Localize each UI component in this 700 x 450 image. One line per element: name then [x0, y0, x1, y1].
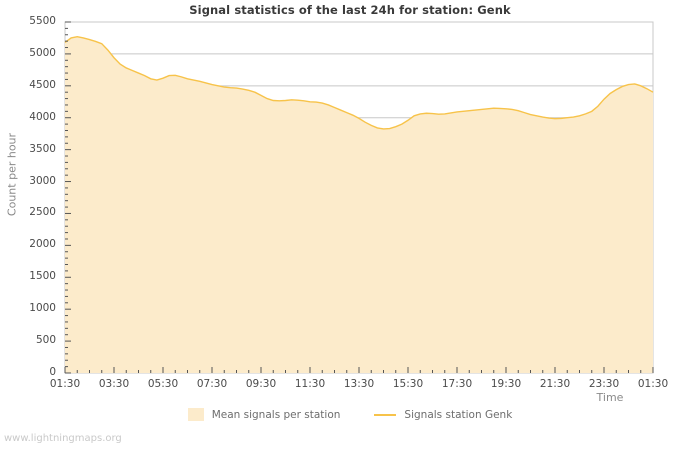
y-tick-label: 2500 — [29, 206, 56, 219]
y-tick-label: 3000 — [29, 174, 56, 187]
x-tick-label: 11:30 — [294, 378, 326, 390]
x-tick-label: 01:30 — [49, 378, 81, 390]
legend-line-swatch-icon — [374, 413, 397, 416]
legend-entry-mean-signals[interactable]: Mean signals per station — [187, 408, 341, 421]
x-tick-label: 17:30 — [441, 378, 473, 390]
y-tick-label: 0 — [49, 366, 56, 378]
area-series-mean-signals-per-station — [65, 36, 653, 374]
legend-label-signals-station-genk: Signals station Genk — [404, 408, 513, 421]
y-tick-label: 1500 — [29, 270, 56, 283]
y-tick-label: 2000 — [29, 238, 56, 251]
y-tick-label: 5500 — [29, 15, 56, 27]
chart-title: Signal statistics of the last 24h for st… — [189, 3, 511, 17]
x-axis-ticks — [64, 367, 654, 373]
y-tick-label: 5000 — [29, 46, 56, 59]
chart-legend: Mean signals per station Signals station… — [0, 408, 700, 421]
x-tick-label: 05:30 — [147, 378, 179, 390]
legend-area-swatch-icon — [187, 408, 204, 421]
line-series-signals-station-genk — [64, 35, 654, 130]
x-tick-label: 23:30 — [588, 378, 620, 390]
y-tick-label: 1000 — [29, 302, 56, 315]
x-tick-label: 09:30 — [245, 378, 277, 390]
x-tick-label: 19:30 — [490, 378, 522, 390]
x-tick-label: 03:30 — [98, 378, 130, 390]
x-tick-label: 13:30 — [343, 378, 375, 390]
legend-label-mean-signals: Mean signals per station — [211, 408, 341, 421]
x-tick-label: 07:30 — [196, 378, 228, 390]
y-tick-label: 3500 — [29, 142, 56, 155]
x-axis-label: Time — [596, 391, 624, 404]
legend-entry-signals-station-genk[interactable]: Signals station Genk — [374, 409, 512, 421]
x-tick-label: 21:30 — [539, 378, 571, 390]
watermark: www.lightningmaps.org — [4, 433, 122, 444]
y-tick-label: 4500 — [29, 78, 56, 91]
x-tick-label: 01:30 — [637, 378, 669, 390]
y-tick-label: 4000 — [29, 110, 56, 123]
x-tick-label: 15:30 — [392, 378, 424, 390]
y-axis-ticks — [65, 21, 71, 374]
y-tick-label: 500 — [35, 334, 56, 347]
